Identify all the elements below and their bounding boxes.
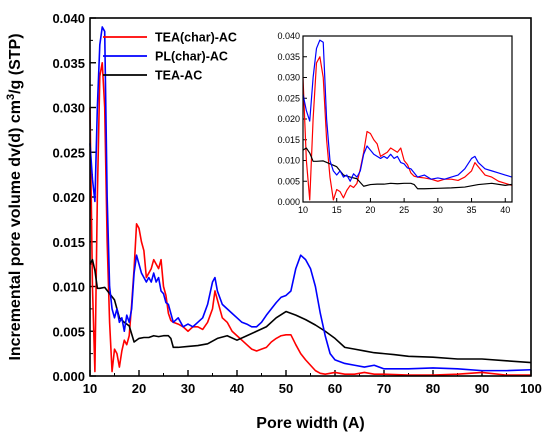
x-tick-label: 40 <box>230 381 244 396</box>
main-plot-frame <box>89 17 532 377</box>
inset-y-tick-label: 0.005 <box>277 176 300 186</box>
inset-x-tick-label: 40 <box>500 205 510 215</box>
inset-y-tick-label: 0.035 <box>277 52 300 62</box>
y-tick-label: 0.035 <box>52 56 85 71</box>
x-tick-label: 10 <box>83 381 97 396</box>
inset-plot-frame <box>302 35 513 203</box>
legend: TEA(char)-AC PL(char)-AC TEA-AC <box>103 31 237 83</box>
legend-label-tea-ac: TEA-AC <box>155 69 202 83</box>
y-tick-label: 0.000 <box>52 369 85 384</box>
legend-label-pl-char-ac: PL(char)-AC <box>155 50 228 64</box>
inset-x-tick-label: 25 <box>399 205 409 215</box>
x-tick-label: 20 <box>132 381 146 396</box>
y-tick-label: 0.020 <box>52 190 85 205</box>
x-tick-label: 90 <box>475 381 489 396</box>
y-tick-label: 0.030 <box>52 101 85 116</box>
inset-series-line-tea-char-ac <box>303 56 512 201</box>
y-tick-label: 0.015 <box>52 235 85 250</box>
y-axis-label-superscript: 3 <box>5 94 17 100</box>
main-plot-lines <box>89 26 532 376</box>
x-axis-label: Pore width (A) <box>256 415 364 432</box>
inset-y-tick-label: 0.010 <box>277 156 300 166</box>
y-tick-label: 0.040 <box>52 11 85 26</box>
inset-x-tick-label: 35 <box>467 205 477 215</box>
inset-background <box>302 35 513 203</box>
inset-y-tick-label: 0.030 <box>277 73 300 83</box>
series-line-pl-char-ac <box>89 26 532 372</box>
y-axis-label-main: Incremental pore volume dv(d) cm <box>7 100 24 361</box>
inset-plot-lines <box>303 39 512 201</box>
inset-y-tick-label: 0.015 <box>277 135 300 145</box>
inset-series-line-tea-ac <box>303 147 512 190</box>
y-tick-label: 0.025 <box>52 145 85 160</box>
inset-y-tick-label: 0.025 <box>277 93 300 103</box>
main-tick-labels: 10 20 30 40 50 60 70 80 90 100 0.000 0.005 0.010 0.01… <box>52 11 541 396</box>
inset-series-line-pl-char-ac <box>303 39 512 182</box>
y-tick-label: 0.010 <box>52 280 85 295</box>
x-tick-label: 30 <box>181 381 195 396</box>
y-axis-label-unit: /g (STP) <box>7 33 24 93</box>
inset-y-tick-label: 0.040 <box>277 31 300 41</box>
inset-x-tick-label: 10 <box>298 205 308 215</box>
y-tick-label: 0.005 <box>52 324 85 339</box>
inset-y-tick-label: 0.000 <box>277 197 300 207</box>
inset-x-tick-label: 30 <box>433 205 443 215</box>
x-tick-label: 80 <box>426 381 440 396</box>
x-tick-label: 60 <box>328 381 342 396</box>
inset-y-tick-label: 0.020 <box>277 114 300 124</box>
x-tick-label: 50 <box>279 381 293 396</box>
series-line-tea-ac <box>89 258 532 364</box>
series-line-tea-char-ac <box>89 61 531 376</box>
x-tick-label: 70 <box>377 381 391 396</box>
legend-label-tea-char-ac: TEA(char)-AC <box>155 31 237 45</box>
y-axis-label: Incremental pore volume dv(d) cm3/g (STP… <box>5 33 24 360</box>
x-tick-label: 100 <box>520 381 542 396</box>
inset-x-tick-label: 20 <box>365 205 375 215</box>
inset-x-tick-label: 15 <box>332 205 342 215</box>
inset-tick-labels: 10 15 20 25 30 35 40 0.000 0.005 0.010 0.015 0.020 0… <box>277 31 510 215</box>
